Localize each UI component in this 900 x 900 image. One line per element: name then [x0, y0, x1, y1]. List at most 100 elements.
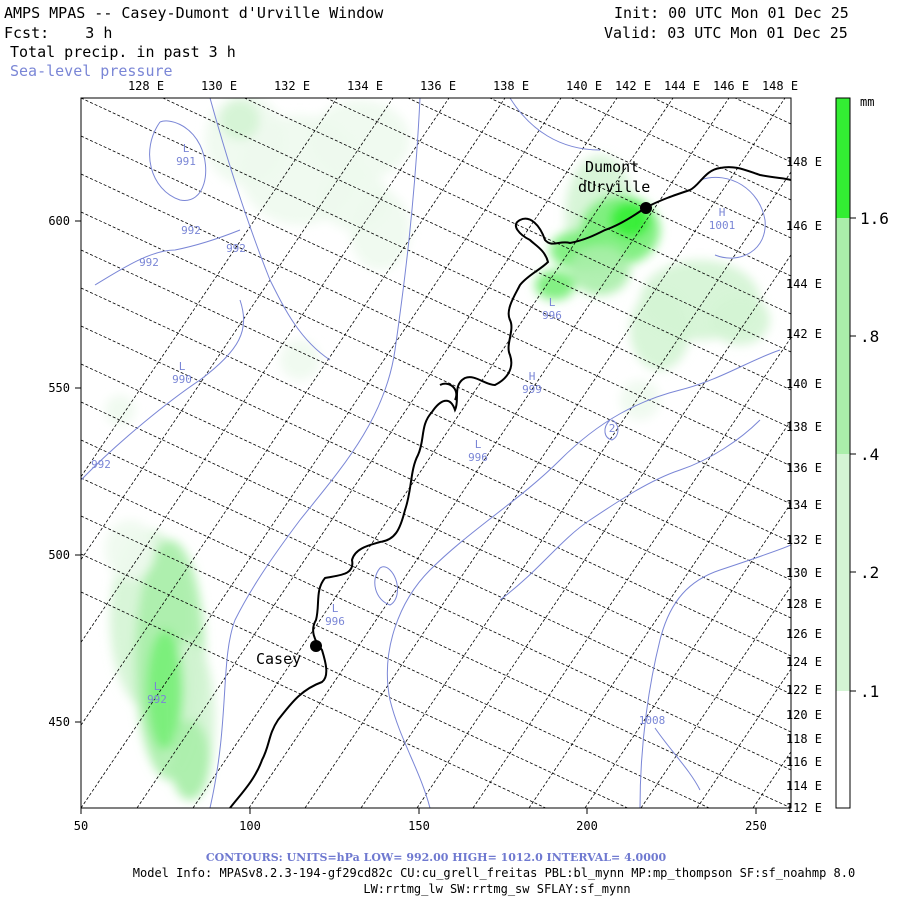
- precip-area: [620, 380, 660, 420]
- longitude-line: [81, 401, 791, 733]
- longitude-line: [161, 98, 791, 391]
- x-tick-label: 200: [576, 819, 598, 833]
- contour-line: [209, 98, 421, 808]
- colorbar-swatch: [836, 98, 850, 218]
- map-title: AMPS MPAS -- Casey-Dumont d'Urville Wind…: [4, 4, 384, 22]
- y-tick-label: 500: [48, 548, 70, 562]
- right-longitude-label: 130 E: [786, 566, 822, 580]
- longitude-line: [243, 98, 791, 353]
- longitude-line: [81, 553, 629, 808]
- model-info-line1: Model Info: MPASv8.2.3-194-gf29cd82c CU:…: [133, 866, 855, 880]
- top-longitude-label: 138 E: [493, 79, 529, 93]
- right-longitude-label: 124 E: [786, 655, 822, 669]
- latitude-line: [304, 98, 786, 808]
- latitude-line: [81, 98, 562, 808]
- field-name: Total precip. in past 3 h: [10, 43, 236, 61]
- precip-area: [105, 520, 155, 580]
- latitude-line: [248, 98, 730, 808]
- latitude-line: [81, 98, 506, 726]
- pressure-label: L 992: [147, 680, 167, 706]
- right-longitude-label: 132 E: [786, 533, 822, 547]
- contour-line: [499, 419, 761, 601]
- precip-area: [147, 630, 183, 750]
- axes: 50 100 150 200 250 450 500 550 600 128 E 130 E 132 …: [48, 79, 822, 833]
- colorbar-label: .8: [860, 327, 879, 346]
- contour-line: [699, 176, 766, 259]
- colorbar-swatch: [836, 691, 850, 808]
- precip-area: [350, 190, 410, 270]
- precip-area: [105, 395, 135, 425]
- contour-line: [81, 299, 245, 481]
- top-longitude-label: 148 E: [762, 79, 798, 93]
- colorbar: mm 1.6 .8 .4 .2 .1: [835, 95, 889, 809]
- contour-line: [509, 98, 601, 151]
- dumont-durville-label-line2: dUrville: [578, 178, 650, 196]
- right-longitude-label: 144 E: [786, 277, 822, 291]
- pressure-label: 992: [226, 242, 246, 255]
- contour-line: [374, 566, 398, 606]
- coastline: [229, 166, 791, 808]
- right-longitude-label: 148 E: [786, 155, 822, 169]
- pressure-label: 2: [609, 422, 616, 435]
- pressure-label: 992: [139, 256, 159, 269]
- longitude-line: [325, 98, 791, 315]
- colorbar-swatch: [836, 454, 850, 691]
- right-longitude-label: 118 E: [786, 732, 822, 746]
- dumont-durville-label-line1: Dumont: [585, 158, 639, 176]
- contour-line: [654, 727, 701, 791]
- pressure-label: L 996: [468, 438, 488, 464]
- right-longitude-label: 126 E: [786, 627, 822, 641]
- latitude-line: [696, 668, 791, 808]
- top-longitude-label: 128 E: [128, 79, 164, 93]
- latitude-line: [472, 336, 791, 808]
- top-longitude-label: 134 E: [347, 79, 383, 93]
- pressure-label: L 991: [176, 142, 196, 168]
- pressure-contours: [81, 98, 791, 808]
- pressure-label: L 996: [325, 602, 345, 628]
- right-longitude-label: 136 E: [786, 461, 822, 475]
- precip-area: [535, 270, 575, 300]
- contour-line: [386, 349, 781, 808]
- latitude-line: [416, 254, 791, 808]
- colorbar-label: .2: [860, 563, 879, 582]
- latitude-line: [584, 502, 791, 808]
- right-longitude-label: 116 E: [786, 755, 822, 769]
- top-longitude-label: 146 E: [713, 79, 749, 93]
- y-tick-label: 450: [48, 715, 70, 729]
- pressure-label: L 990: [172, 360, 192, 386]
- longitude-line: [81, 591, 547, 808]
- right-longitude-label: 120 E: [786, 708, 822, 722]
- forecast-hour: Fcst: 3 h: [4, 24, 113, 42]
- longitude-line: [81, 0, 791, 10]
- longitude-line: [81, 0, 791, 48]
- precip-area: [280, 340, 320, 380]
- longitude-line: [570, 98, 791, 201]
- right-longitude-label: 146 E: [786, 219, 822, 233]
- precip-area: [310, 100, 410, 180]
- colorbar-label: .1: [860, 682, 879, 701]
- contour-line: [639, 544, 791, 808]
- longitude-line: [81, 287, 791, 619]
- pressure-label: L 996: [542, 296, 562, 322]
- contour-line: [94, 229, 241, 286]
- contour-line: [604, 419, 619, 441]
- precip-area: [710, 295, 770, 345]
- longitude-line: [81, 135, 791, 467]
- longitude-line: [81, 98, 791, 429]
- top-longitude-label: 144 E: [664, 79, 700, 93]
- longitude-line: [81, 477, 791, 808]
- init-time: Init: 00 UTC Mon 01 Dec 25: [614, 4, 849, 22]
- x-tick-label: 250: [745, 819, 767, 833]
- top-longitude-label: 136 E: [420, 79, 456, 93]
- right-longitude-label: 138 E: [786, 420, 822, 434]
- pressure-labels: L 991 992 992 992 L 990 992 L 996 H 999 L 996 L 996 L 992…: [91, 142, 735, 727]
- longitude-line: [407, 98, 791, 277]
- latitude-line: [640, 585, 791, 808]
- longitude-line: [734, 98, 791, 125]
- pressure-label: H 1001: [709, 206, 736, 232]
- colorbar-swatch: [836, 218, 850, 454]
- right-longitude-label: 112 E: [786, 801, 822, 815]
- pressure-label: 1008: [639, 714, 666, 727]
- contour-line: [209, 98, 331, 361]
